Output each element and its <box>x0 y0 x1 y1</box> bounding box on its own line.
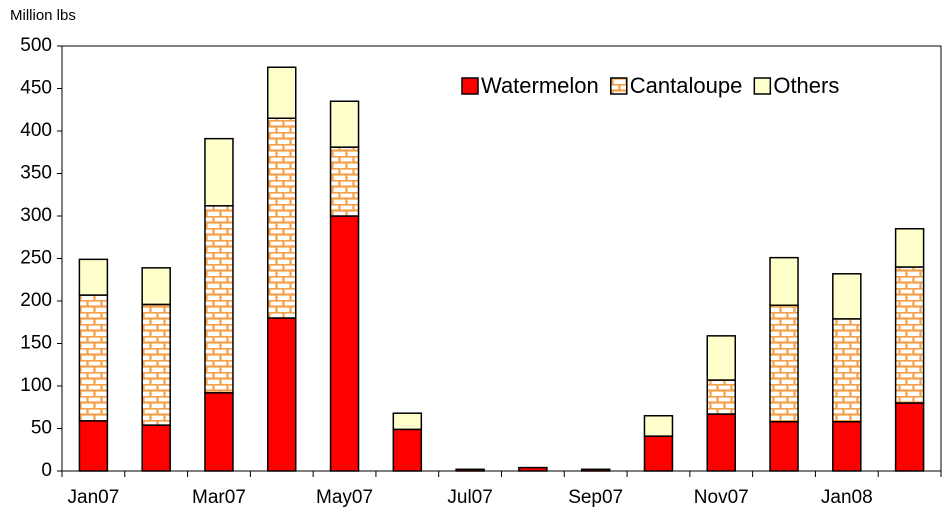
x-tick-label: Nov07 <box>694 487 749 508</box>
y-tick-label: 200 <box>20 290 52 311</box>
y-axis-label: Million lbs <box>10 7 76 24</box>
x-tick-label: May07 <box>316 487 373 508</box>
y-tick-label: 300 <box>20 205 52 226</box>
bar-segment <box>643 435 674 472</box>
y-tick-label: 150 <box>20 333 52 354</box>
bar-segment <box>329 215 360 472</box>
bar-segment <box>894 266 925 404</box>
y-tick-label: 400 <box>20 120 52 141</box>
bar-segment <box>78 258 109 296</box>
bar-segment <box>580 468 611 472</box>
bar-segment <box>392 428 423 472</box>
bar-segment <box>267 117 297 319</box>
y-tick-label: 50 <box>31 418 52 439</box>
x-tick-label: Jul07 <box>447 487 492 508</box>
y-tick-label: 250 <box>20 248 52 269</box>
x-tick-label: Jan07 <box>68 487 120 508</box>
x-tick-label: Sep07 <box>568 487 623 508</box>
plot-frame <box>61 45 942 472</box>
bar-segment <box>329 100 360 148</box>
bar-segment <box>518 466 548 472</box>
bar-segment <box>141 424 171 472</box>
y-tick-label: 500 <box>20 35 52 56</box>
bar-segment <box>141 267 171 306</box>
bar-segment <box>204 392 234 472</box>
bar-segment <box>392 412 423 431</box>
bar-segment <box>267 317 297 472</box>
bar-segment <box>78 294 109 422</box>
legend-label: Cantaloupe <box>630 73 743 98</box>
bar-segment <box>769 256 799 306</box>
bar-segment <box>78 420 109 472</box>
legend-swatch <box>753 77 772 95</box>
bar-segment <box>706 413 736 472</box>
bar-segment <box>769 304 799 423</box>
bar-segment <box>832 420 862 472</box>
y-tick-label: 0 <box>41 460 52 481</box>
legend-swatch <box>461 77 479 95</box>
bar-segment <box>204 205 234 394</box>
bar-segment <box>329 146 360 217</box>
bar-segment <box>894 402 925 472</box>
bar-segment <box>643 415 674 437</box>
legend-label: Watermelon <box>481 73 599 98</box>
x-tick-label: Jan08 <box>821 487 873 508</box>
bar-segment <box>455 468 485 472</box>
bar-segment <box>706 335 736 381</box>
bar-segment <box>267 66 297 119</box>
legend-label: Others <box>773 73 839 98</box>
legend-swatch <box>610 77 628 95</box>
bar-segment <box>769 420 799 472</box>
bar-segment <box>832 318 862 423</box>
bar-segment <box>141 303 171 426</box>
y-tick-label: 450 <box>20 78 52 99</box>
y-tick-label: 350 <box>20 163 52 184</box>
bar-segment <box>832 273 862 320</box>
y-tick-label: 100 <box>20 375 52 396</box>
bar-segment <box>894 228 925 268</box>
x-tick-label: Mar07 <box>192 487 246 508</box>
bar-segment <box>706 379 736 415</box>
bar-segment <box>204 137 234 207</box>
